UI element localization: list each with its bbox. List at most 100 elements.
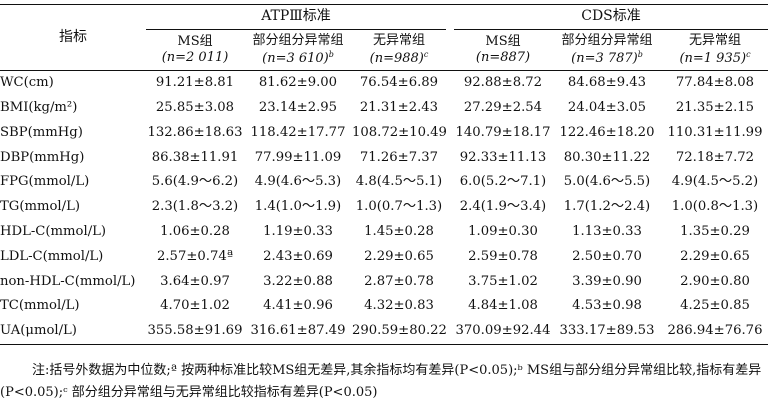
- table-cell: 77.99±11.09: [254, 149, 342, 165]
- table-row: SBP(mmHg) 132.86±18.63 118.42±17.77 108.72±…: [0, 121, 768, 146]
- table-cell: 1.0(0.7～1.3): [355, 199, 443, 215]
- table-cell: 3.64±0.97: [160, 273, 230, 289]
- table-cell: 4.32±0.83: [364, 298, 434, 314]
- table-cell: 1.09±0.30: [468, 223, 538, 239]
- subheader-name: 无异常组: [688, 33, 741, 49]
- row-indicator: DBP(mmHg): [0, 149, 85, 165]
- table-cell: 86.38±11.91: [151, 149, 239, 165]
- table-cell: 2.4(1.9～3.4): [459, 199, 547, 215]
- table-cell: 24.04±3.05: [567, 99, 647, 115]
- table-cell: 333.17±89.53: [559, 323, 655, 339]
- table-cell: 110.31±11.99: [667, 124, 763, 140]
- subheader-n: (n=3 610)b: [262, 49, 334, 66]
- row-indicator: WC(cm): [0, 75, 54, 91]
- subheader-n: (n=988)c: [369, 49, 429, 66]
- table-cell: 1.4(1.0～1.9): [254, 199, 342, 215]
- table-cell: 355.58±91.69: [147, 323, 243, 339]
- table-cell: 72.18±7.72: [675, 149, 755, 165]
- table-cell: 2.87±0.78: [364, 273, 434, 289]
- row-indicator: TC(mmol/L): [0, 298, 80, 314]
- table-cell: 1.45±0.28: [364, 223, 434, 239]
- table-cell: 1.19±0.33: [263, 223, 333, 239]
- subheader-name: 部分组分异常组: [252, 33, 344, 49]
- table-cell: 2.3(1.8～3.2): [151, 199, 239, 215]
- subheader-name: MS组: [177, 33, 213, 49]
- table-cell: 71.26±7.37: [359, 149, 439, 165]
- table-cell: 286.94±76.76: [667, 323, 763, 339]
- table-cell: 2.29±0.65: [364, 248, 434, 264]
- table-row: WC(cm) 91.21±8.81 81.62±9.00 76.54±6.89 92.8…: [0, 71, 768, 96]
- table-cell: 77.84±8.08: [675, 75, 755, 91]
- table-cell: 118.42±17.77: [250, 124, 346, 140]
- table-cell: 4.8(4.5～5.1): [355, 174, 443, 190]
- table-cell: 1.7(1.2～2.4): [563, 199, 651, 215]
- table-row: TC(mmol/L) 4.70±1.02 4.41±0.96 4.32±0.83 4.8…: [0, 294, 768, 319]
- table-row: LDL-C(mmol/L) 2.57±0.74ª 2.43±0.69 2.29±0.6…: [0, 245, 768, 270]
- subheader-atp-ms: MS组 (n=2 011): [146, 30, 244, 71]
- results-table: 指标 ATPⅢ标准 CDS标准 MS组 (n=2 011) 部分组分异常组 (n…: [0, 4, 768, 345]
- table-cell: 2.43±0.69: [263, 248, 333, 264]
- row-indicator: LDL-C(mmol/L): [0, 248, 104, 264]
- table-cell: 21.35±2.15: [675, 99, 755, 115]
- group-header-cds: CDS标准: [454, 4, 768, 30]
- row-indicator: TG(mmol/L): [0, 199, 80, 215]
- subheader-cds-ms: MS组 (n=887): [454, 30, 552, 71]
- table-row: BMI(kg/m²) 25.85±3.08 23.14±2.95 21.31±2.43…: [0, 96, 768, 121]
- table-cell: 5.6(4.9～6.2): [151, 174, 239, 190]
- table-cell: 316.61±87.49: [250, 323, 346, 339]
- table-cell: 92.33±11.13: [459, 149, 547, 165]
- subheader-n: (n=3 787)b: [571, 49, 643, 66]
- indicator-header: 指标: [0, 4, 146, 71]
- subheader-name: MS组: [485, 33, 521, 49]
- table-cell: 25.85±3.08: [155, 99, 235, 115]
- table-cell: 2.29±0.65: [680, 248, 750, 264]
- table-row: TG(mmol/L) 2.3(1.8～3.2) 1.4(1.0～1.9) 1.0(0.…: [0, 195, 768, 220]
- table-cell: 1.0(0.8～1.3): [671, 199, 759, 215]
- table-cell: 91.21±8.81: [155, 75, 235, 91]
- table-cell: 4.41±0.96: [263, 298, 333, 314]
- table-cell: 108.72±10.49: [352, 124, 447, 140]
- table-cell: 1.13±0.33: [572, 223, 642, 239]
- table-cell: 132.86±18.63: [147, 124, 243, 140]
- table-footnote: 注:括号外数据为中位数;ª 按两种标准比较MS组无差异,其余指标均有差异(P<0…: [0, 363, 762, 400]
- table-cell: 23.14±2.95: [258, 99, 338, 115]
- table-cell: 2.90±0.80: [680, 273, 750, 289]
- table-cell: 1.06±0.28: [160, 223, 230, 239]
- group-header-atp: ATPⅢ标准: [146, 4, 446, 30]
- table-cell: 122.46±18.20: [559, 124, 655, 140]
- subheader-n: (n=887): [475, 50, 531, 65]
- table-cell: 21.31±2.43: [359, 99, 439, 115]
- table-cell: 6.0(5.2～7.1): [459, 174, 547, 190]
- table-cell: 84.68±9.43: [567, 75, 647, 91]
- subheader-name: 无异常组: [372, 33, 425, 49]
- subheader-n: (n=2 011): [161, 50, 229, 65]
- table-cell: 4.9(4.5～5.2): [671, 174, 759, 190]
- table-cell: 2.57±0.74ª: [156, 248, 234, 264]
- table-cell: 2.59±0.78: [468, 248, 538, 264]
- table-cell: 2.50±0.70: [572, 248, 642, 264]
- table-cell: 3.39±0.90: [572, 273, 642, 289]
- table-cell: 140.79±18.17: [455, 124, 551, 140]
- subheader-cds-partial: 部分组分异常组 (n=3 787)b: [552, 30, 662, 71]
- table-cell: 370.09±92.44: [455, 323, 551, 339]
- table-row: UA(μmol/L) 355.58±91.69 316.61±87.49 290.59…: [0, 319, 768, 345]
- table-cell: 1.35±0.29: [680, 223, 750, 239]
- table-cell: 3.22±0.88: [263, 273, 333, 289]
- subheader-atp-none: 无异常组 (n=988)c: [352, 30, 446, 71]
- table-cell: 290.59±80.22: [352, 323, 447, 339]
- table-cell: 4.53±0.98: [572, 298, 642, 314]
- row-indicator: SBP(mmHg): [0, 124, 83, 140]
- table-row: DBP(mmHg) 86.38±11.91 77.99±11.09 71.26±7.3…: [0, 145, 768, 170]
- row-indicator: UA(μmol/L): [0, 323, 77, 339]
- table-cell: 80.30±11.22: [563, 149, 651, 165]
- table-cell: 81.62±9.00: [258, 75, 338, 91]
- subheader-n: (n=1 935)c: [679, 49, 751, 66]
- table-cell: 4.25±0.85: [680, 298, 750, 314]
- table-cell: 4.9(4.6～5.3): [254, 174, 342, 190]
- table-row: HDL-C(mmol/L) 1.06±0.28 1.19±0.33 1.45±0.28…: [0, 220, 768, 245]
- row-indicator: HDL-C(mmol/L): [0, 223, 107, 239]
- table-cell: 27.29±2.54: [463, 99, 543, 115]
- table-row: non-HDL-C(mmol/L) 3.64±0.97 3.22±0.88 2.87±…: [0, 269, 768, 294]
- row-indicator: BMI(kg/m²): [0, 99, 78, 115]
